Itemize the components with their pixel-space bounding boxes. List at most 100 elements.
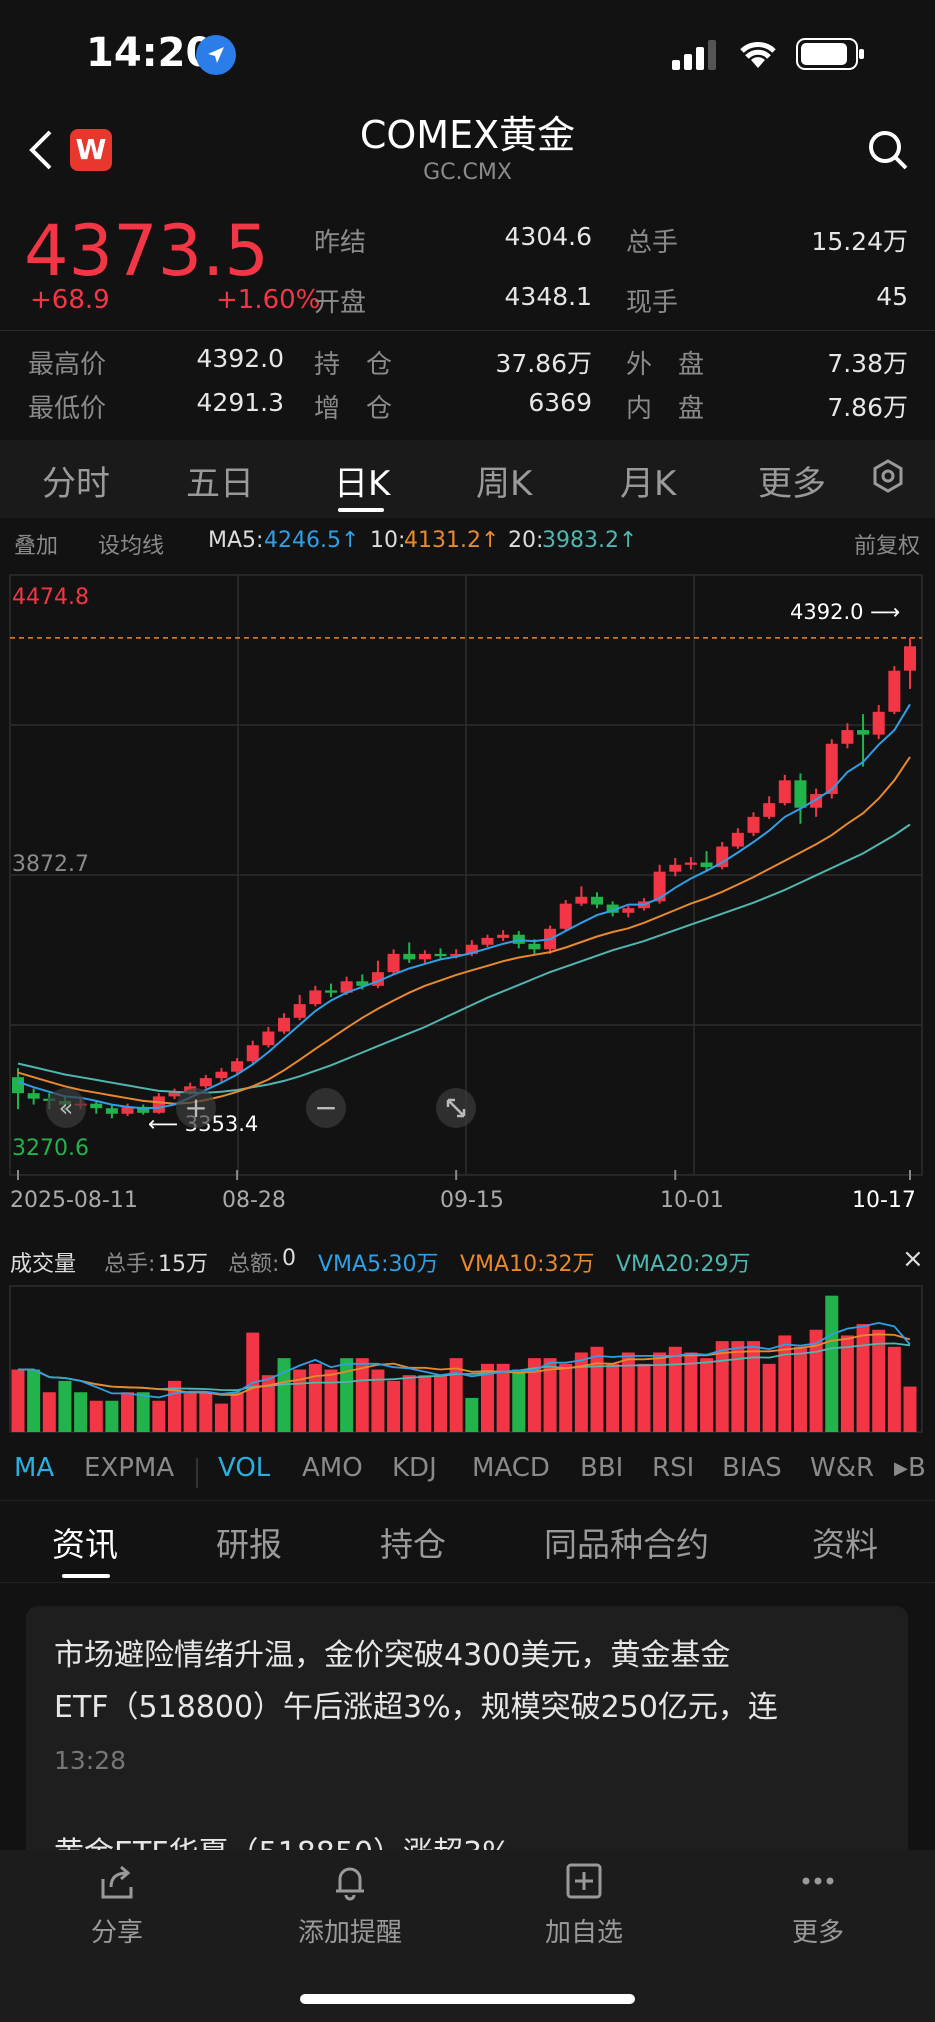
candle-47 [747,816,760,833]
ind-wr[interactable]: W&R [810,1453,875,1483]
total-amount-label: 总额: [228,1252,280,1277]
share-button[interactable]: 分享 [37,1856,197,1949]
volume-bar-0 [11,1369,25,1432]
candle-27 [434,953,447,957]
axis-bottom-label: 3270.6 [12,1136,89,1161]
candle-5 [90,1103,103,1109]
prev-settle-value: 4304.6 [504,222,592,251]
tab-intraday[interactable]: 分时 [42,464,110,504]
volume-bar-9 [152,1400,166,1432]
zoom-out-icon[interactable]: − [306,1088,346,1128]
volume-bar-45 [715,1341,729,1432]
news-tab-profile[interactable]: 资料 [812,1525,878,1564]
volume-header: 成交量 总手: 15万 总额: 0 VMA5:30万 VMA10:32万 VMA… [0,1244,935,1278]
ind-expma[interactable]: EXPMA [84,1453,175,1483]
x-label-0828: 08-28 [222,1188,286,1213]
volume-bar-50 [793,1346,807,1432]
vma5-line [18,1321,911,1399]
home-indicator [300,1994,635,2004]
chart-settings-icon[interactable] [870,458,906,494]
more-button[interactable]: 更多 [738,1856,898,1949]
status-time: 14:20 [86,30,214,76]
share-icon [37,1856,197,1906]
news-tab-news[interactable]: 资讯 [52,1525,118,1564]
candle-24 [387,953,400,973]
add-alert-button[interactable]: 添加提醒 [270,1856,430,1949]
overlay-button[interactable]: 叠加 [14,534,59,559]
candle-13 [215,1071,228,1079]
ind-bbi[interactable]: BBI [580,1453,624,1483]
ma10-value: 4131.2↑ [404,528,500,553]
x-label-start: 2025-08-11 [10,1188,138,1213]
ind-macd[interactable]: MACD [472,1453,550,1483]
x-label-0915: 09-15 [440,1188,504,1213]
tab-weekly-k[interactable]: 周K [476,464,533,504]
volume-bar-25 [402,1375,416,1432]
adjust-button[interactable]: 前复权 [854,534,921,559]
open-label: 开盘 [314,288,367,318]
ind-amo[interactable]: AMO [302,1453,363,1483]
oi-change-value: 6369 [528,388,592,417]
news-tab-contracts[interactable]: 同品种合约 [544,1525,709,1564]
set-ma-button[interactable]: 设均线 [98,534,165,559]
add-watchlist-button[interactable]: 加自选 [504,1856,664,1949]
volume-chart [9,1285,923,1433]
fullscreen-icon[interactable] [436,1088,476,1128]
volume-bar-8 [136,1392,150,1432]
ind-vol[interactable]: VOL [218,1453,271,1483]
news-tab-positions[interactable]: 持仓 [380,1525,446,1564]
volume-bar-11 [183,1392,197,1432]
tab-five-day[interactable]: 五日 [186,464,254,504]
tab-daily-k[interactable]: 日K [334,464,391,504]
ind-more-arrow-icon[interactable]: ▶ [894,1458,908,1479]
tab-monthly-k[interactable]: 月K [620,464,677,504]
candle-14 [231,1061,244,1072]
zoom-in-icon[interactable]: + [176,1088,216,1128]
candle-53 [841,730,854,744]
ma-bar: 叠加 设均线 MA5: 4246.5↑ 10: 4131.2↑ 20: 3983… [0,528,935,560]
volume-bar-52 [825,1295,839,1432]
volume-bar-46 [731,1341,745,1432]
high-label: 最高价 [28,350,107,380]
candlestick-chart[interactable] [0,570,935,1200]
candle-29 [465,944,478,954]
last-price: 4373.5 [24,210,269,292]
candle-26 [418,953,431,960]
page-title: COMEX黄金 [359,113,576,157]
volume-bar-3 [58,1380,72,1432]
news-tab-research[interactable]: 研报 [216,1525,282,1564]
x-label-end: 10-17 [852,1188,916,1213]
tab-more[interactable]: 更多 [758,464,826,504]
volume-bar-30 [480,1363,494,1432]
outer-value: 7.38万 [827,349,908,378]
close-volume-icon[interactable]: × [902,1244,924,1274]
candle-31 [497,934,510,938]
status-bar: 14:20 [0,0,935,110]
candle-15 [246,1045,259,1062]
volume-bar-14 [230,1392,244,1432]
ind-b-partial[interactable]: B [908,1453,926,1483]
search-icon[interactable] [866,128,910,172]
candle-17 [278,1017,291,1032]
scroll-left-icon[interactable]: « [46,1088,86,1128]
candle-28 [450,953,463,957]
candle-33 [528,943,541,950]
app-badge[interactable]: W [70,129,112,171]
ind-rsi[interactable]: RSI [652,1453,695,1483]
price-change-pct: +1.60% [216,285,321,315]
wifi-icon [736,36,780,70]
ind-bias[interactable]: BIAS [722,1453,782,1483]
volume-bar-34 [543,1358,557,1432]
more-icon [738,1856,898,1906]
active-tab-underline [338,508,384,512]
ind-kdj[interactable]: KDJ [392,1453,437,1483]
volume-bar-49 [778,1335,792,1432]
back-icon[interactable] [26,128,56,172]
bottom-bar [0,1850,935,2022]
ma20-line [17,823,911,1094]
candle-43 [684,862,697,865]
ind-ma[interactable]: MA [14,1453,55,1483]
ma5-label: MA5: [208,528,264,553]
volume-bar-38 [606,1363,620,1432]
total-hands-vol: 15万 [158,1252,208,1277]
